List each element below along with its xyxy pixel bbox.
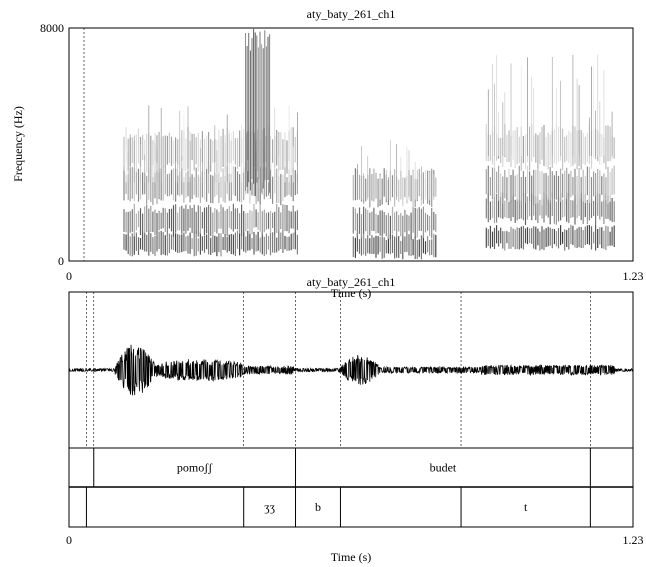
spectrogram-x-tick-max: 1.23 (623, 269, 644, 283)
y-tick-label-min: 0 (58, 254, 64, 268)
boundary-marks (86, 292, 591, 448)
spectrogram-x-tick-min: 0 (66, 269, 72, 283)
tier-interval-label: b (315, 500, 321, 514)
waveform-title: aty_baty_261_ch1 (307, 275, 396, 289)
spectrogram-x-axis-label: Time (s) (331, 286, 372, 300)
tier-interval-label: t (524, 500, 528, 514)
waveform-marks (68, 344, 634, 396)
spectrogram-marks (123, 28, 615, 260)
waveform-x-tick-max: 1.23 (623, 533, 644, 547)
waveform-line (68, 344, 634, 396)
waveform-x-tick-min: 0 (66, 533, 72, 547)
tier-interval-label: budet (430, 461, 457, 475)
tier-interval-label: pomoʃʃ (177, 461, 213, 475)
y-axis-label: Frequency (Hz) (11, 106, 25, 182)
y-tick-label-max: 8000 (40, 21, 64, 35)
tier-interval-label: ʒʒ (264, 500, 275, 514)
waveform-frame (68, 291, 634, 528)
waveform-x-axis-label: Time (s) (331, 550, 372, 564)
tier-marks: pomoʃʃ budet ʒʒ b t (85, 448, 591, 527)
spectrogram-title: aty_baty_261_ch1 (307, 7, 396, 21)
spectrogram-panel: aty_baty_261_ch1 8000 0 Frequency (Hz) 0… (11, 7, 644, 300)
